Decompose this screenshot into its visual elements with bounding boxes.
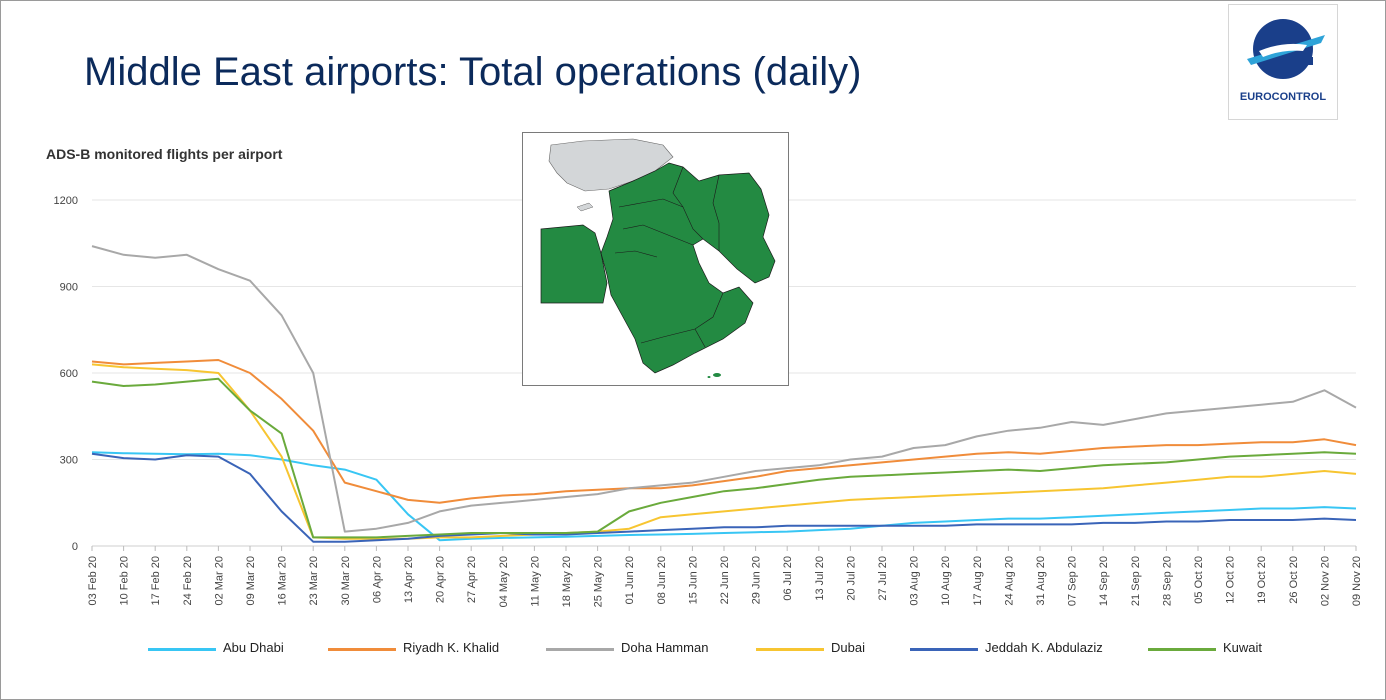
legend-swatch (756, 648, 824, 651)
x-tick-label: 04 May 20 (498, 556, 510, 607)
series-line-kuwait[interactable] (91, 377, 1357, 539)
x-tick-label: 18 May 20 (561, 556, 573, 607)
x-tick-label: 28 Sep 20 (1161, 556, 1173, 606)
x-tick-label: 30 Mar 20 (340, 556, 352, 606)
legend-label: Riyadh K. Khalid (403, 640, 500, 655)
x-tick-label: 05 Oct 20 (1193, 556, 1205, 604)
x-tick-label: 10 Aug 20 (940, 556, 952, 606)
series-layer (91, 245, 1357, 543)
y-tick-label: 900 (60, 282, 78, 294)
x-tick-label: 25 May 20 (593, 556, 605, 607)
legend-swatch (546, 648, 614, 651)
x-tick-label: 21 Sep 20 (1130, 556, 1142, 606)
legend-label: Abu Dhabi (223, 640, 284, 655)
series-line-jeddah-k-abdulaziz[interactable] (91, 452, 1357, 543)
x-tick-label: 14 Sep 20 (1098, 556, 1110, 606)
x-tick-label: 23 Mar 20 (308, 556, 320, 606)
x-tick-label: 13 Jul 20 (814, 556, 826, 601)
legend-swatch (910, 648, 978, 651)
eurocontrol-logo: EUROCONTROL (1228, 4, 1338, 120)
x-tick-label: 02 Mar 20 (213, 556, 225, 606)
x-tick-label: 24 Feb 20 (182, 556, 194, 606)
series-line-dubai[interactable] (91, 363, 1357, 540)
slide-title: Middle East airports: Total operations (… (84, 50, 862, 94)
legend-label: Doha Hamman (621, 640, 709, 655)
x-tick-label: 24 Aug 20 (1003, 556, 1015, 606)
x-tick-label: 19 Oct 20 (1256, 556, 1268, 604)
x-tick-label: 09 Mar 20 (245, 556, 257, 606)
logo-text: EUROCONTROL (1239, 91, 1327, 103)
region-map (522, 132, 789, 386)
x-tick-label: 20 Jul 20 (845, 556, 857, 601)
x-tick-label: 06 Jul 20 (782, 556, 794, 601)
x-tick-label: 22 Jun 20 (719, 556, 731, 604)
x-tick-label: 27 Apr 20 (466, 556, 478, 603)
series-line-doha-hamman[interactable] (91, 245, 1357, 533)
x-tick-label: 01 Jun 20 (624, 556, 636, 604)
x-tick-label: 09 Nov 20 (1351, 556, 1363, 606)
x-tick-label: 17 Aug 20 (972, 556, 984, 606)
y-tick-label: 1200 (54, 195, 78, 207)
x-tick-label: 10 Feb 20 (119, 556, 131, 606)
middle-east-map-icon (540, 138, 776, 378)
x-tick-label: 08 Jun 20 (656, 556, 668, 604)
series-line-riyadh-k-khalid[interactable] (91, 359, 1357, 504)
x-tick-label: 06 Apr 20 (371, 556, 383, 603)
y-tick-label: 600 (60, 368, 78, 380)
x-tick-label: 02 Nov 20 (1319, 556, 1331, 606)
chart-title: ADS-B monitored flights per airport (46, 146, 283, 162)
x-tick-label: 27 Jul 20 (877, 556, 889, 601)
eurocontrol-emblem-icon (1247, 19, 1325, 79)
x-tick-label: 16 Mar 20 (277, 556, 289, 606)
legend-swatch (328, 648, 396, 651)
legend-label: Dubai (831, 640, 865, 655)
series-line-abu-dhabi[interactable] (91, 451, 1357, 542)
x-tick-label: 17 Feb 20 (150, 556, 162, 606)
x-tick-label: 26 Oct 20 (1288, 556, 1300, 604)
legend-label: Kuwait (1223, 640, 1263, 655)
x-tick-label: 11 May 20 (529, 556, 541, 607)
x-tick-label: 07 Sep 20 (1067, 556, 1079, 606)
x-tick-label: 29 Jun 20 (751, 556, 763, 604)
axis-layer: 0 300 600 900 1200 03 Feb 20 10 Feb 20 17 Feb 2… (54, 195, 1363, 607)
x-tick-label: 20 Apr 20 (435, 556, 447, 603)
x-tick-label: 13 Apr 20 (403, 556, 415, 603)
x-tick-label: 15 Jun 20 (687, 556, 699, 604)
legend-swatch (1148, 648, 1216, 651)
x-tick-label: 12 Oct 20 (1225, 556, 1237, 604)
y-tick-label: 300 (60, 455, 78, 467)
legend-label: Jeddah K. Abdulaziz (985, 640, 1103, 655)
x-tick-label: 03 Feb 20 (87, 556, 99, 606)
x-tick-label: 03 Aug 20 (909, 556, 921, 606)
y-tick-label: 0 (72, 541, 78, 553)
legend-swatch (148, 648, 216, 651)
x-tick-label: 31 Aug 20 (1035, 556, 1047, 606)
